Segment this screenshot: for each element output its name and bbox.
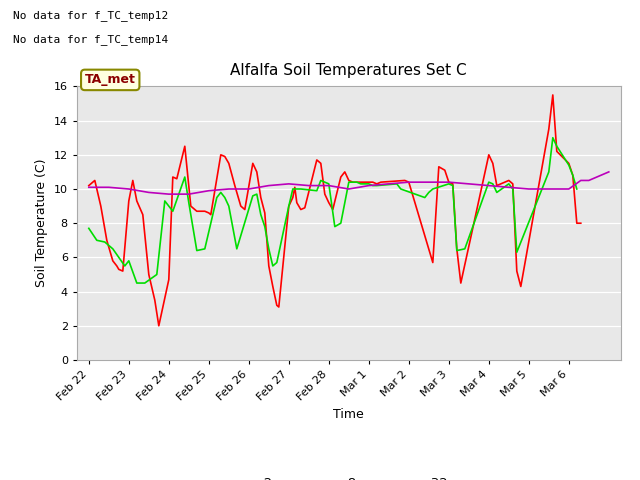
Legend: -2cm, -8cm, -32cm: -2cm, -8cm, -32cm: [224, 472, 474, 480]
Title: Alfalfa Soil Temperatures Set C: Alfalfa Soil Temperatures Set C: [230, 63, 467, 78]
X-axis label: Time: Time: [333, 408, 364, 421]
Text: TA_met: TA_met: [84, 73, 136, 86]
Text: No data for f_TC_temp12: No data for f_TC_temp12: [13, 10, 168, 21]
Y-axis label: Soil Temperature (C): Soil Temperature (C): [35, 159, 48, 288]
Text: No data for f_TC_temp14: No data for f_TC_temp14: [13, 34, 168, 45]
